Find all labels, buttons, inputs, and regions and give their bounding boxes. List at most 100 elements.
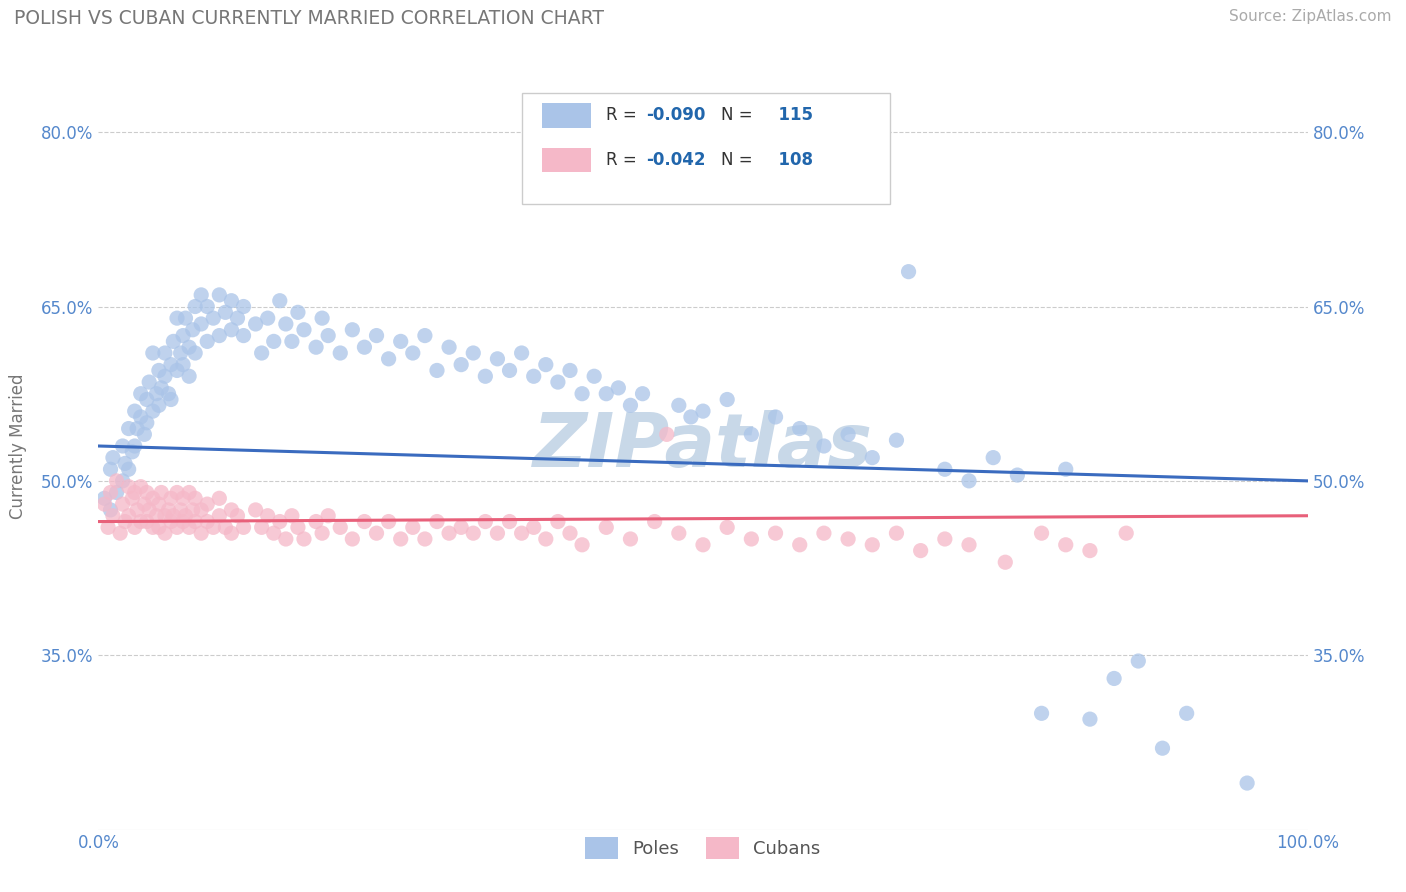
Point (316, 328, 339, 343)
Point (208, 491, 231, 506)
Point (740, 427, 762, 442)
Point (886, 433, 908, 447)
Point (534, 532, 557, 546)
Point (153, 526, 176, 541)
Point (316, 508, 339, 523)
Point (1236, 776, 1258, 790)
Point (118, 508, 141, 523)
Point (450, 358, 472, 372)
Point (202, 311, 225, 326)
Point (716, 520, 738, 534)
Point (111, 474, 134, 488)
Text: -0.042: -0.042 (647, 151, 706, 169)
Point (860, 538, 883, 552)
Point (160, 358, 183, 372)
Point (311, 311, 333, 326)
Point (93, 497, 115, 511)
Text: ZIPatlas: ZIPatlas (533, 409, 873, 483)
Point (166, 363, 188, 377)
Point (897, 265, 920, 279)
Point (1115, 526, 1137, 541)
Point (127, 503, 149, 517)
Point (184, 515, 207, 529)
Point (263, 526, 285, 541)
Point (934, 532, 956, 546)
Point (342, 323, 364, 337)
Point (195, 515, 218, 529)
Point (655, 427, 678, 442)
Point (329, 346, 352, 360)
Point (214, 520, 236, 534)
Point (150, 485, 173, 500)
Point (221, 526, 243, 541)
Point (195, 334, 218, 349)
Text: 115: 115 (768, 106, 813, 124)
Point (148, 497, 170, 511)
Point (160, 515, 183, 529)
Point (595, 386, 617, 401)
Point (157, 386, 180, 401)
Point (860, 450, 883, 465)
Point (250, 520, 273, 534)
Point (172, 515, 194, 529)
Text: R =: R = (606, 106, 643, 124)
Point (232, 520, 254, 534)
Point (692, 404, 714, 418)
Point (127, 421, 149, 435)
Point (142, 520, 165, 534)
Point (181, 503, 204, 517)
Point (510, 346, 533, 360)
Point (153, 369, 176, 384)
Point (124, 439, 146, 453)
Point (607, 381, 630, 395)
Point (571, 386, 593, 401)
Point (221, 323, 243, 337)
Point (142, 491, 165, 506)
Point (179, 340, 201, 354)
Point (366, 328, 388, 343)
Point (1175, 706, 1198, 721)
Point (100, 485, 122, 500)
Point (142, 404, 165, 418)
Point (1054, 462, 1077, 476)
Point (129, 409, 152, 424)
Legend: Poles, Cubans: Poles, Cubans (578, 830, 828, 866)
Point (813, 526, 835, 541)
Point (523, 520, 546, 534)
Point (101, 508, 124, 523)
Point (595, 520, 617, 534)
Point (93, 491, 115, 506)
Point (263, 334, 285, 349)
Text: Source: ZipAtlas.com: Source: ZipAtlas.com (1229, 9, 1392, 24)
Point (124, 404, 146, 418)
Point (463, 346, 485, 360)
Point (250, 346, 273, 360)
Point (813, 439, 835, 453)
Point (269, 515, 291, 529)
Point (111, 439, 134, 453)
Point (134, 427, 156, 442)
Point (413, 328, 436, 343)
Point (329, 520, 352, 534)
Point (195, 300, 218, 314)
Point (172, 328, 194, 343)
Point (281, 334, 304, 349)
Point (166, 520, 188, 534)
Point (232, 300, 254, 314)
Point (305, 515, 328, 529)
Point (179, 369, 201, 384)
Point (366, 526, 388, 541)
Point (389, 532, 412, 546)
Point (413, 532, 436, 546)
FancyBboxPatch shape (543, 103, 591, 128)
Point (169, 346, 191, 360)
Point (498, 363, 520, 377)
Point (534, 358, 557, 372)
Point (765, 526, 787, 541)
Text: R =: R = (606, 151, 643, 169)
Point (174, 311, 197, 326)
Point (221, 503, 243, 517)
Point (232, 328, 254, 343)
Point (547, 375, 569, 389)
Point (138, 375, 160, 389)
